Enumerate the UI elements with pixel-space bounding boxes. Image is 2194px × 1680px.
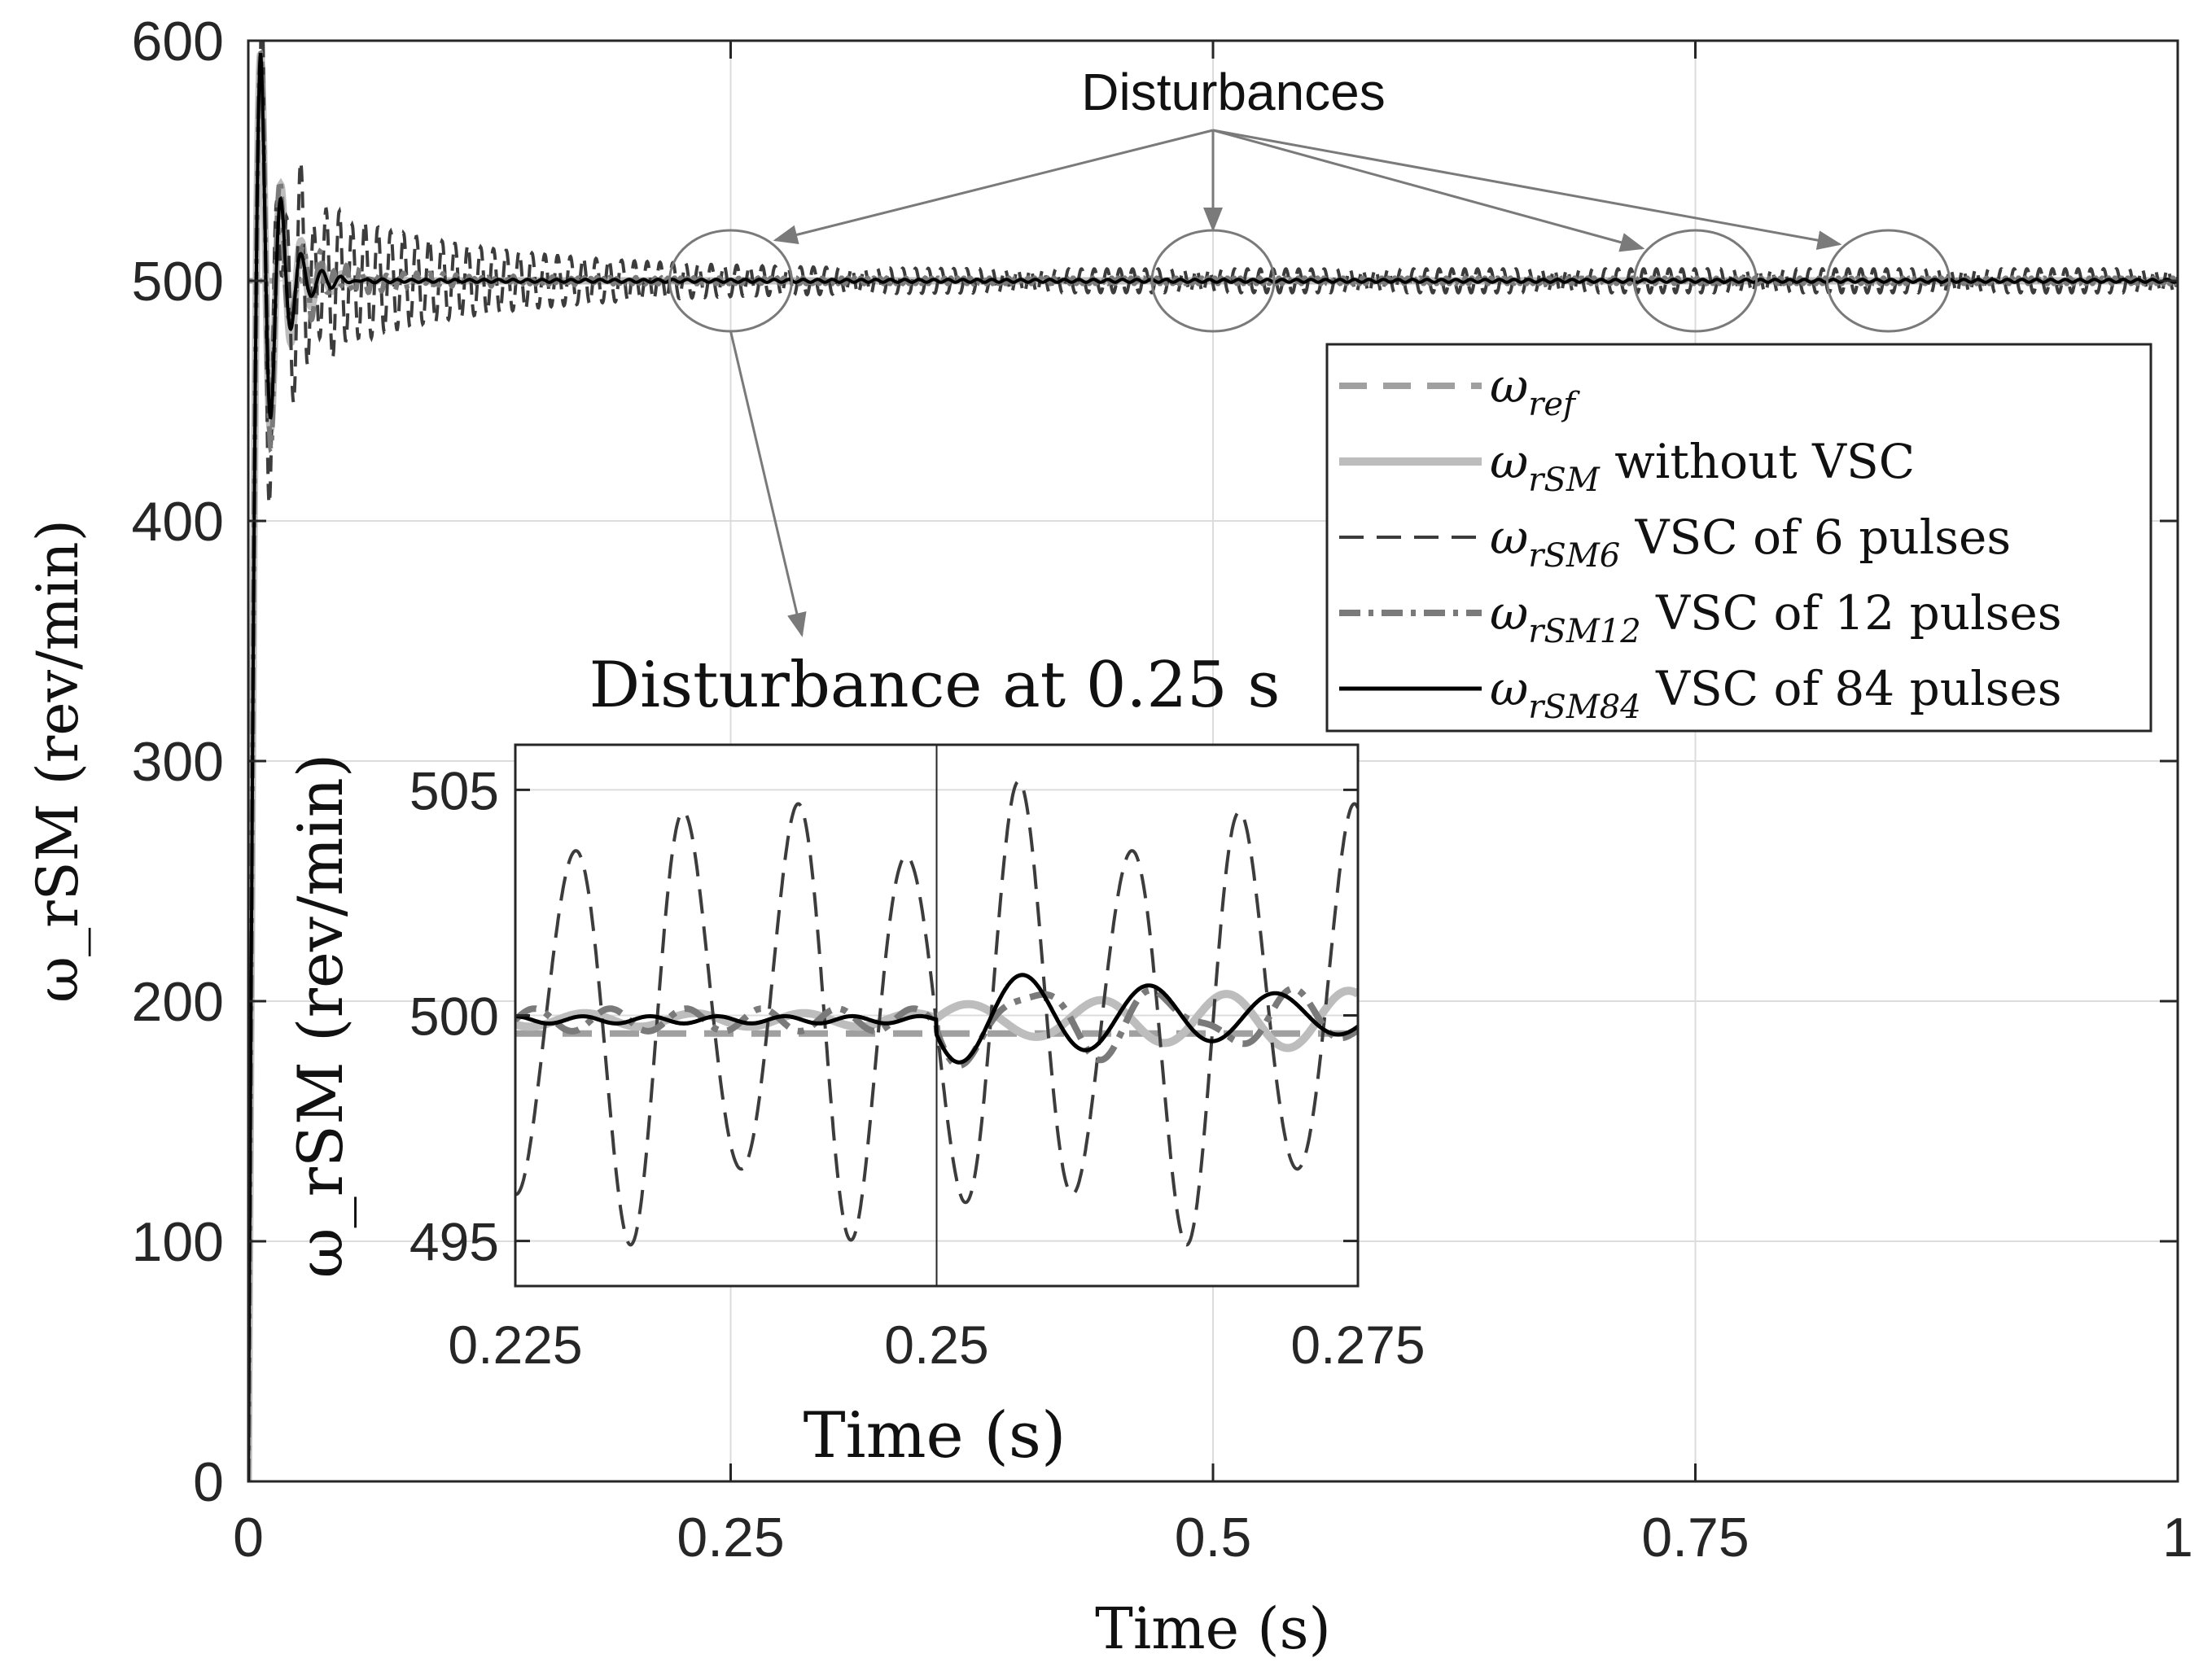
disturbance-ellipse <box>1826 229 1951 333</box>
legend-entry: ωrSM12 VSC of 12 pulses <box>1490 585 2062 650</box>
legend-symbol: ω <box>1490 434 1528 489</box>
legend-symbol: ω <box>1490 358 1528 413</box>
legend-label: VSC of 84 pulses <box>1641 661 2062 716</box>
main-x-tick-label: 0 <box>233 1507 264 1568</box>
legend-subscript: rSM <box>1528 462 1601 499</box>
inset-ticks: 0.225 0.25 0.275 495 500 505 <box>409 760 1425 1375</box>
legend-label: VSC of 12 pulses <box>1641 585 2062 641</box>
inset-series-12-pulses <box>515 985 1358 1070</box>
legend-subscript: rSM12 <box>1528 613 1640 650</box>
inset-y-tick-label: 500 <box>409 987 499 1047</box>
disturbance-arrow <box>1212 129 1842 250</box>
legend-subscript: ref <box>1528 386 1580 423</box>
main-y-tick-label: 500 <box>132 251 224 313</box>
main-x-axis-label: Time (s) <box>1095 1595 1331 1662</box>
main-x-tick-label: 1 <box>2162 1507 2193 1568</box>
legend-subscript: rSM6 <box>1528 537 1620 575</box>
main-y-tick-label: 600 <box>132 11 224 72</box>
inset-x-tick-label: 0.225 <box>448 1315 582 1375</box>
legend-entry: ωrSM6 VSC of 6 pulses <box>1490 510 2011 575</box>
disturbance-arrow <box>773 129 1214 245</box>
main-y-tick-label: 200 <box>132 971 224 1033</box>
main-y-tick-label: 400 <box>132 491 224 553</box>
main-y-tick-label: 100 <box>132 1211 224 1273</box>
inset-pointer-arrow <box>729 330 807 637</box>
main-x-tick-label: 0.75 <box>1641 1507 1749 1568</box>
legend-label: VSC of 6 pulses <box>1620 510 2011 565</box>
inset-series-group <box>515 779 1358 1247</box>
main-ticks: 0 0.25 0.5 0.75 1 0 100 200 300 400 500 600 <box>132 11 2193 1568</box>
series-omega-6-pulses <box>248 41 2178 1481</box>
main-x-tick-label: 0.5 <box>1175 1507 1252 1568</box>
legend-symbol: ω <box>1490 510 1528 565</box>
legend-subscript: rSM84 <box>1528 689 1640 726</box>
main-y-tick-label: 300 <box>132 731 224 793</box>
disturbances-annotation: Disturbances <box>1081 63 1386 121</box>
inset-x-tick-label: 0.275 <box>1290 1315 1425 1375</box>
legend-label: without VSC <box>1600 434 1915 489</box>
main-y-tick-label: 0 <box>193 1451 224 1513</box>
main-y-axis-label: ω_rSM (rev/min) <box>24 519 91 1003</box>
main-x-tick-label: 0.25 <box>677 1507 784 1568</box>
legend-entry: ωrSM84 VSC of 84 pulses <box>1490 661 2062 726</box>
disturbance-arrow <box>1212 129 1645 252</box>
inset-y-axis-label: ω_rSM (rev/min) <box>284 754 357 1279</box>
main-series-group <box>248 41 2178 1481</box>
legend-entry: ωref <box>1490 358 1580 423</box>
legend-entry: ωrSM without VSC <box>1490 434 1915 499</box>
inset-title: Disturbance at 0.25 s <box>589 649 1281 722</box>
inset-y-tick-label: 495 <box>409 1212 499 1272</box>
inset-x-tick-label: 0.25 <box>884 1315 988 1375</box>
series-omega-84-pulses <box>248 53 2178 1481</box>
inset-series-84-pulses <box>515 973 1358 1065</box>
inset-y-tick-label: 505 <box>409 760 499 820</box>
legend-symbol: ω <box>1490 661 1528 716</box>
disturbance-arrows <box>729 129 1842 637</box>
disturbance-ellipse <box>1633 229 1758 333</box>
inset-x-axis-label: Time (s) <box>804 1399 1066 1472</box>
legend-symbol: ω <box>1490 585 1528 641</box>
inset-plot: 0.225 0.25 0.275 495 500 505 <box>409 743 1425 1375</box>
